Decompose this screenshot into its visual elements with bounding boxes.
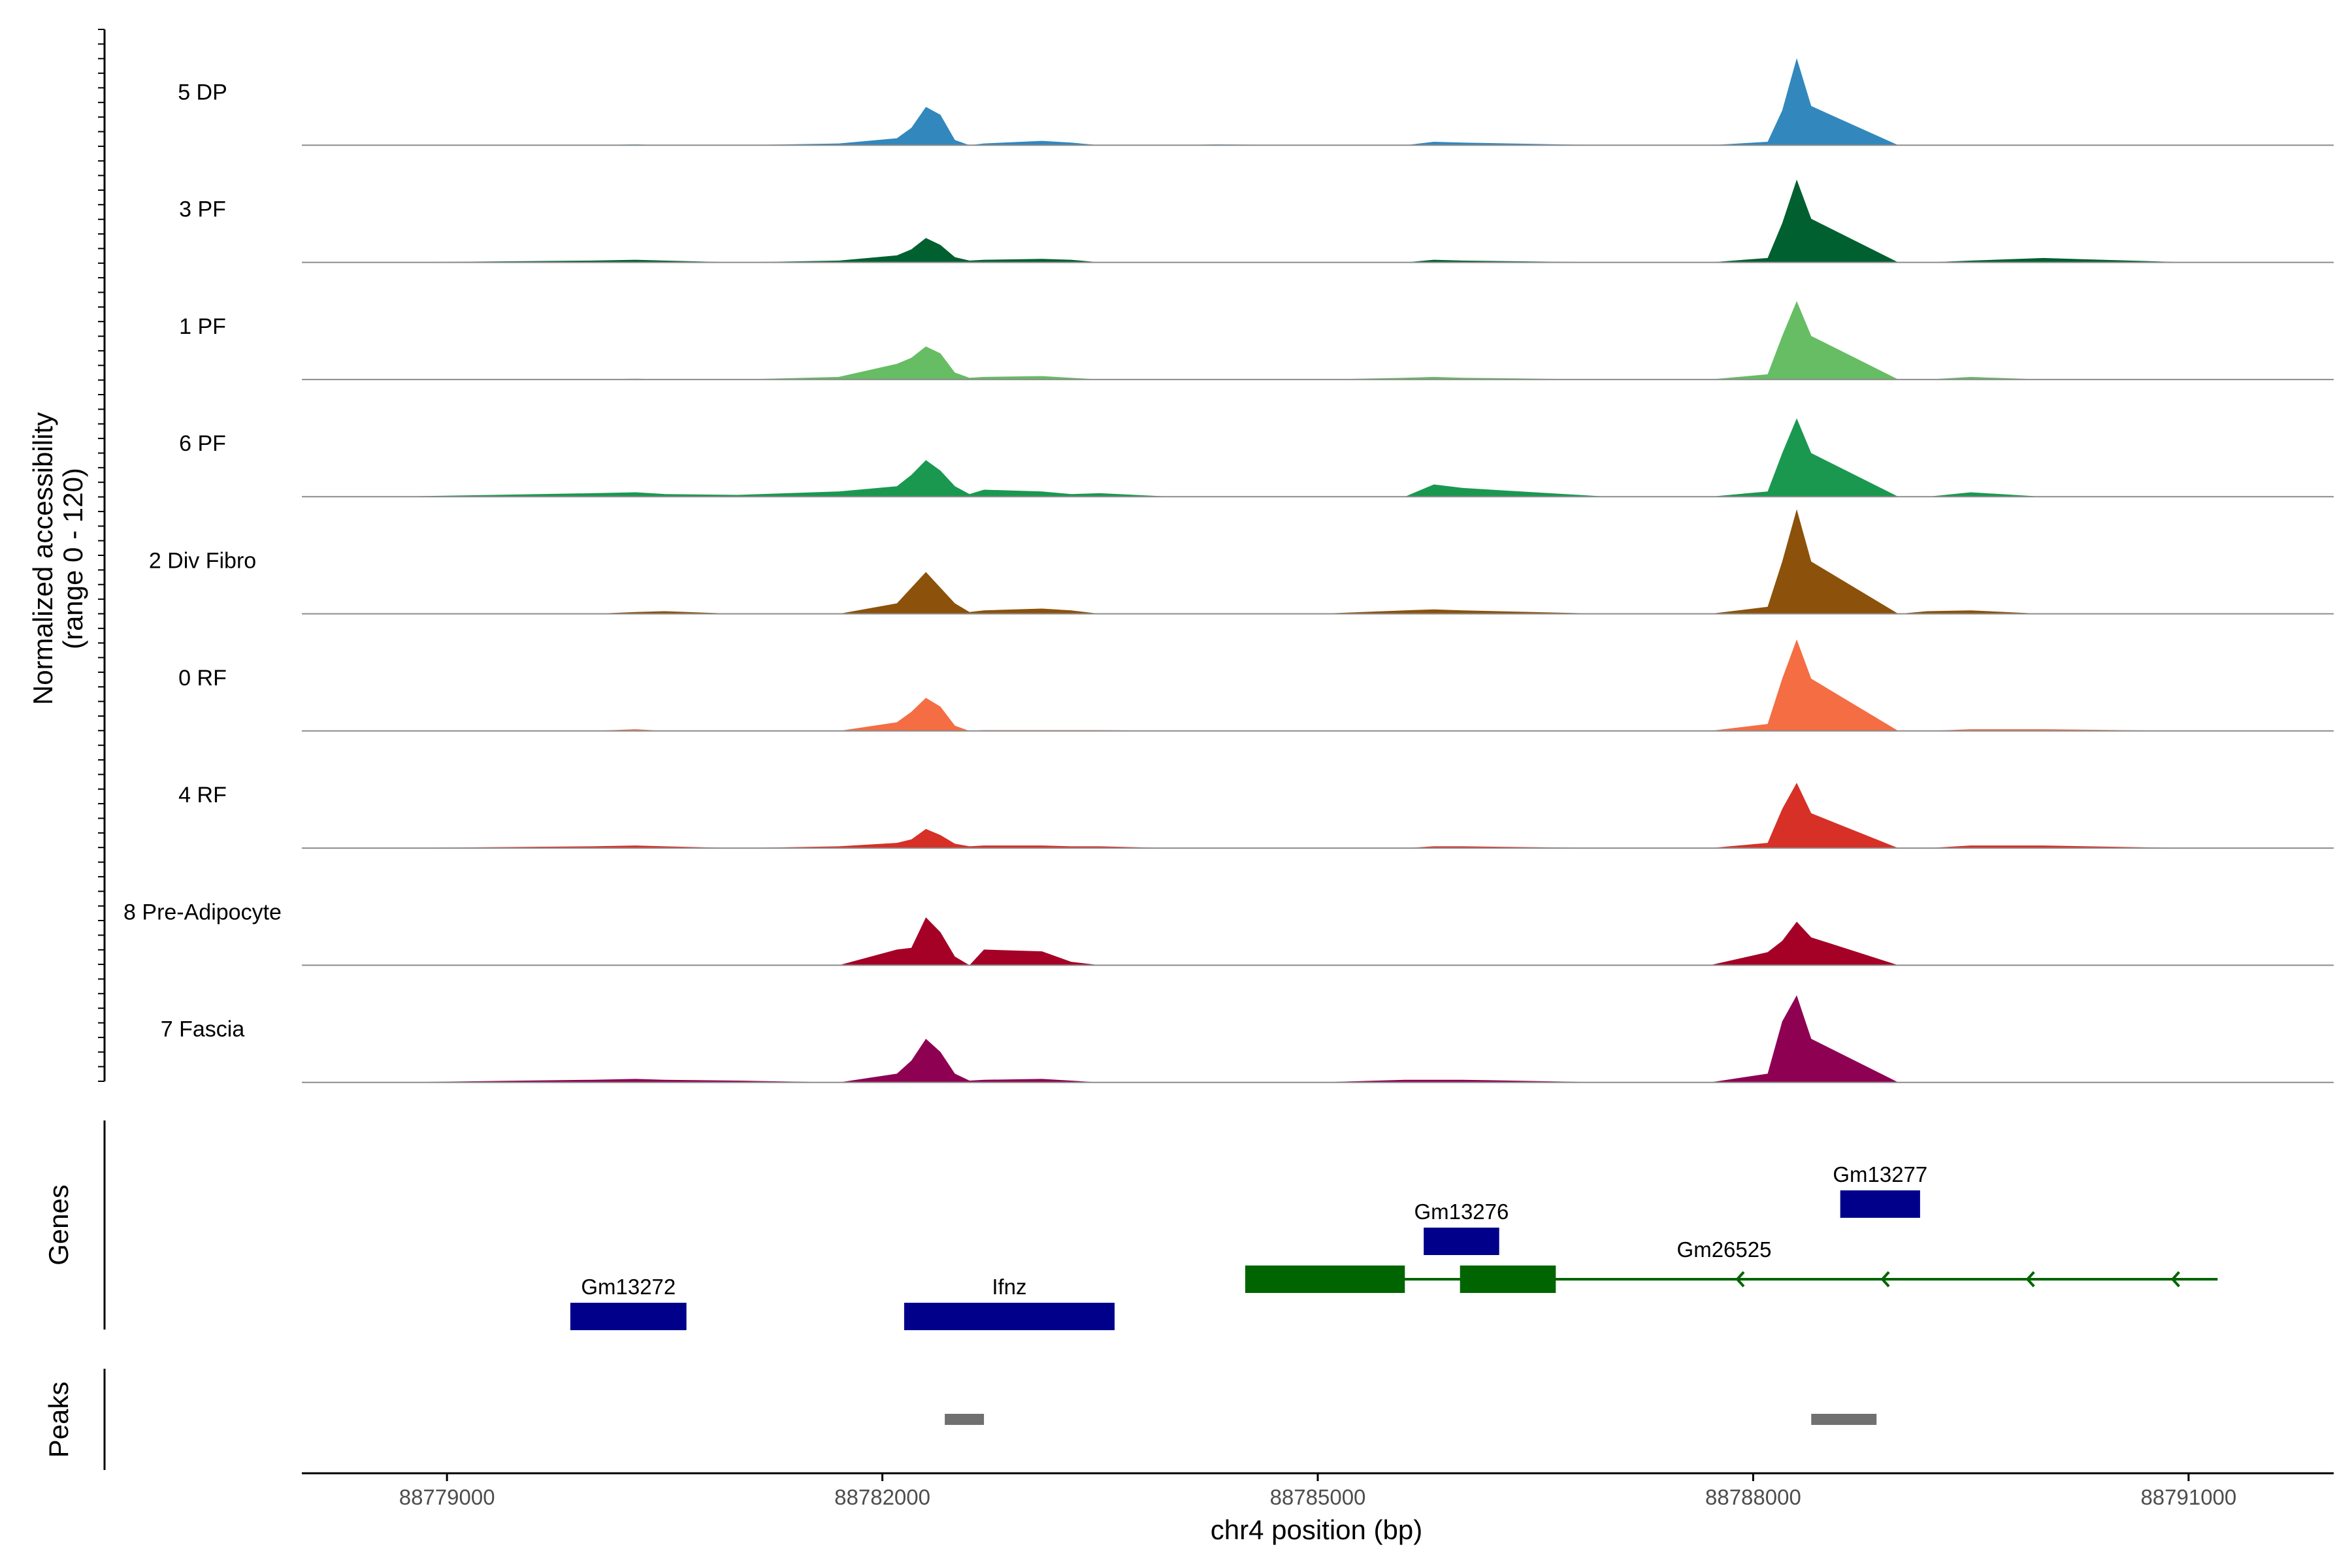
gene-label: Gm13272	[581, 1275, 676, 1299]
x-tick-label: 88788000	[1705, 1485, 1801, 1509]
gene-gm26525: Gm26525	[1245, 1237, 2218, 1293]
x-tick-label: 88782000	[834, 1485, 930, 1509]
strand-arrow	[1880, 1271, 1890, 1288]
coverage-area	[389, 418, 2319, 497]
track-6-pf: 6 PF	[179, 418, 2334, 498]
gene-exon	[1245, 1266, 1405, 1293]
gene-gm13276: Gm13276	[1414, 1200, 1509, 1255]
gene-box	[570, 1303, 687, 1330]
x-axis: 88779000 88782000 88785000 88788000 88791000	[302, 1472, 2334, 1509]
track-2-div-fibro: 2 Div Fibro	[149, 509, 2334, 615]
y-axis-title: Normalized accessibility	[27, 412, 58, 705]
gene-label: Gm26525	[1677, 1237, 1772, 1262]
coverage-area	[389, 509, 2319, 614]
genes-track: Gm13272 Ifnz Gm13276 Gm13277 Gm26525	[570, 1162, 2218, 1330]
track-4-rf: 4 RF	[178, 783, 2334, 849]
track-5-dp: 5 DP	[178, 58, 2334, 146]
track-label: 4 RF	[178, 783, 227, 808]
accessibility-y-axis	[98, 29, 106, 1082]
track-7-fascia: 7 Fascia	[161, 995, 2334, 1083]
gene-gm13277: Gm13277	[1833, 1162, 1927, 1218]
track-label: 8 Pre-Adipocyte	[123, 900, 282, 924]
coverage-area	[389, 639, 2319, 731]
coverage-area	[389, 783, 2319, 849]
peak-region	[1811, 1414, 1877, 1425]
track-label: 7 Fascia	[161, 1017, 245, 1042]
track-0-rf: 0 RF	[178, 639, 2334, 732]
coverage-area	[389, 58, 2319, 146]
x-axis-title: chr4 position (bp)	[1211, 1514, 1423, 1545]
coverage-area	[389, 917, 2319, 966]
coverage-area	[389, 179, 2319, 263]
gene-label: Gm13277	[1833, 1162, 1927, 1186]
track-label: 3 PF	[179, 197, 226, 222]
y-axis-subtitle: (range 0 - 120)	[57, 468, 88, 649]
gene-box	[904, 1303, 1115, 1330]
gene-box	[1424, 1228, 1499, 1255]
gene-ifnz: Ifnz	[904, 1275, 1115, 1330]
x-tick-label: 88791000	[2140, 1485, 2236, 1509]
track-1-pf: 1 PF	[179, 301, 2334, 380]
gene-exon	[1460, 1266, 1556, 1293]
track-8-pre-adipocyte: 8 Pre-Adipocyte	[123, 900, 2334, 966]
gene-gm13272: Gm13272	[570, 1275, 687, 1330]
coverage-area	[389, 301, 2319, 380]
peaks-track	[945, 1414, 1877, 1425]
gene-label: Ifnz	[992, 1275, 1026, 1299]
strand-arrow	[2025, 1271, 2035, 1288]
genes-track-label: Genes	[43, 1184, 74, 1266]
x-tick-label: 88779000	[399, 1485, 495, 1509]
coverage-tracks: 5 DP 3 PF 1 PF 6 PF 2 Div Fibro 0 RF 4 RF 8 Pre…	[123, 58, 2334, 1083]
coverage-area	[389, 995, 2319, 1083]
strand-arrow	[2170, 1271, 2180, 1288]
track-label: 2 Div Fibro	[149, 549, 256, 574]
peaks-track-label: Peaks	[43, 1382, 74, 1458]
track-3-pf: 3 PF	[179, 179, 2334, 263]
track-label: 5 DP	[178, 80, 227, 105]
track-label: 0 RF	[178, 666, 227, 691]
peak-region	[945, 1414, 985, 1425]
track-label: 1 PF	[179, 314, 226, 339]
gene-box	[1840, 1190, 1920, 1218]
gene-label: Gm13276	[1414, 1200, 1509, 1224]
x-tick-label: 88785000	[1270, 1485, 1366, 1509]
track-label: 6 PF	[179, 431, 226, 456]
strand-arrow	[1735, 1271, 1745, 1288]
